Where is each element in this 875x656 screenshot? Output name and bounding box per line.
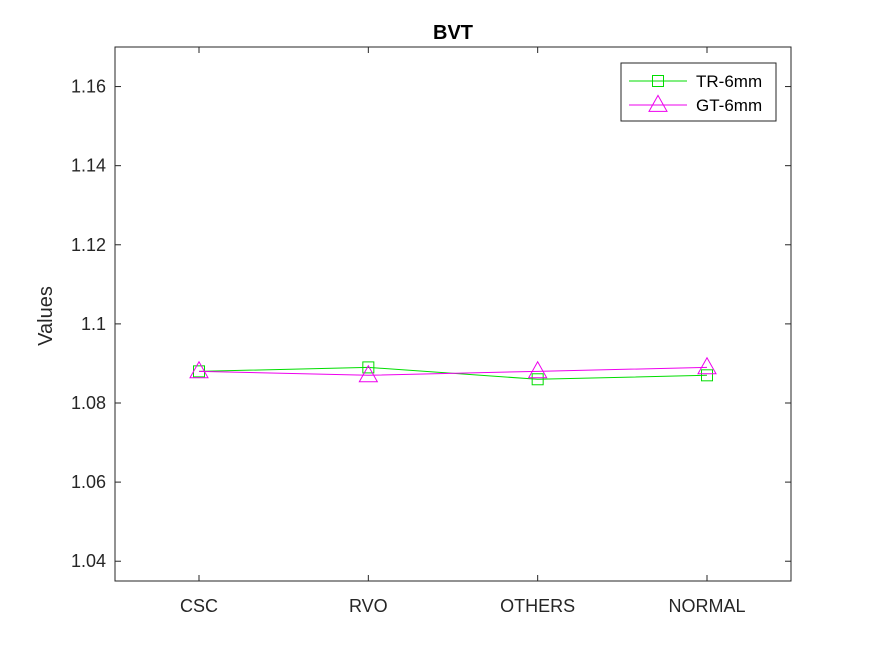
legend-marker-gt-6mm [648,94,668,112]
x-tick-label: CSC [180,596,218,616]
legend-box [620,62,777,122]
legend: TR-6mm GT-6mm [620,62,777,122]
y-axis-title: Values [35,286,57,346]
data-point-tr-6mm [701,369,713,382]
data-point-gt-6mm [527,360,548,379]
legend-label-gt-6mm: GT-6mm [696,96,762,115]
data-point-tr-6mm [362,361,375,374]
data-point-gt-6mm [358,364,379,383]
plot-area: 1.04 1.06 1.08 1.1 1.12 1.14 1.16 CSC RVO OTHERS N… [71,46,792,616]
y-tick-label: 1.14 [71,156,106,176]
y-tick-label: 1.08 [71,393,106,413]
data-point-gt-6mm [189,360,209,379]
y-tick-label: 1.04 [71,551,106,571]
data-point-tr-6mm [531,373,544,386]
y-tick-label: 1.06 [71,472,106,492]
data-point-gt-6mm [697,356,717,375]
axes-box [114,46,792,582]
legend-label-tr-6mm: TR-6mm [696,72,762,91]
x-tick-label: RVO [349,596,388,616]
legend-marker-tr-6mm [652,75,664,87]
x-tick-label: NORMAL [668,596,745,616]
y-tick-label: 1.1 [81,314,106,334]
series-line-gt-6mm [198,366,708,376]
chart-title: BVT [433,22,473,44]
y-tick-label: 1.12 [71,235,106,255]
x-tick-label: OTHERS [500,596,575,616]
y-tick-label: 1.16 [71,77,106,97]
